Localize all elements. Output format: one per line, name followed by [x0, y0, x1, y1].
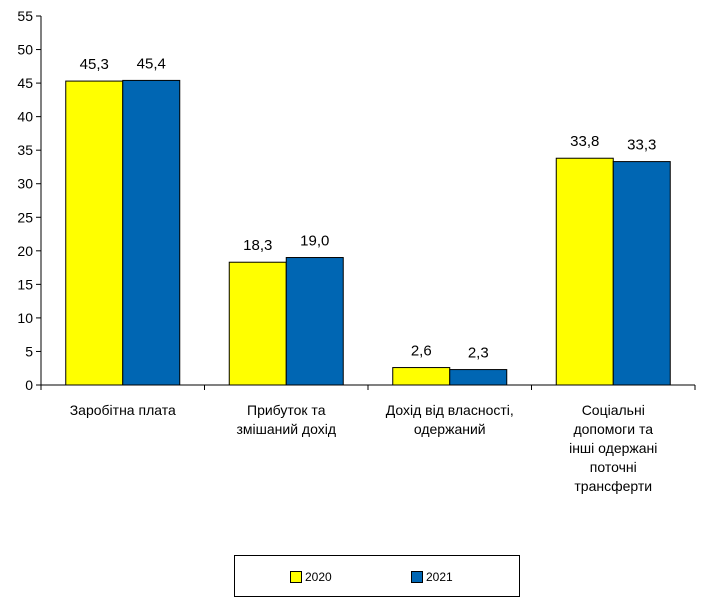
legend: 2020 2021	[234, 555, 520, 597]
category-label-3: Дохід від власності, одержаний	[385, 402, 514, 437]
y-tick-label: 10	[17, 310, 33, 326]
bar-2020-4	[555, 157, 614, 386]
data-label-2020-4: 33,8	[570, 133, 599, 150]
bar-2021-4	[612, 161, 671, 386]
y-tick-label: 30	[17, 176, 33, 192]
y-tick-label: 45	[17, 75, 33, 91]
bar-chart: 0 5 10 15 20 25 30 35 40 45 50 55 45,3 45,4 18,3 19,0 2…	[17, 8, 696, 393]
y-tick-label: 5	[25, 343, 33, 359]
data-label-2020-2: 18,3	[243, 237, 272, 254]
x-axis	[40, 384, 696, 390]
data-label-2020-1: 45,3	[80, 56, 109, 73]
data-label-2020-3: 2,6	[411, 343, 432, 360]
legend-label-2020: 2020	[305, 570, 332, 584]
category-label-4: Соціальні допомоги та інші одержані пото…	[569, 402, 658, 494]
legend-item-2021: 2021	[411, 570, 453, 584]
category-label-1: Заробітна плата	[69, 402, 176, 418]
category-label-2: Прибуток та змішаний дохід	[236, 402, 336, 437]
bar-2020-2	[228, 261, 287, 386]
legend-swatch-2020	[290, 571, 302, 583]
legend-label-2021: 2021	[426, 570, 453, 584]
y-tick-label: 25	[17, 209, 33, 225]
y-tick-label: 20	[17, 243, 33, 259]
y-tick-label: 40	[17, 109, 33, 125]
bar-2020-1	[65, 80, 124, 386]
data-label-2021-3: 2,3	[468, 345, 489, 362]
y-axis: 0 5 10 15 20 25 30 35 40 45 50 55	[17, 8, 42, 393]
data-labels: 45,3 45,4 18,3 19,0 2,6 2,3 33,8 33,3	[80, 55, 657, 361]
bar-2021-2	[285, 257, 344, 386]
y-tick-label: 0	[25, 377, 33, 393]
bars	[65, 79, 671, 386]
y-tick-label: 15	[17, 276, 33, 292]
data-label-2021-4: 33,3	[627, 137, 656, 154]
bar-2021-1	[122, 79, 181, 386]
legend-item-2020: 2020	[290, 570, 332, 584]
data-label-2021-2: 19,0	[300, 233, 329, 250]
y-tick-label: 35	[17, 142, 33, 158]
legend-swatch-2021	[411, 571, 423, 583]
bar-2020-3	[392, 367, 451, 386]
bar-2021-3	[449, 369, 508, 386]
y-tick-label: 55	[17, 8, 33, 24]
data-label-2021-1: 45,4	[137, 55, 166, 72]
y-tick-label: 50	[17, 42, 33, 58]
